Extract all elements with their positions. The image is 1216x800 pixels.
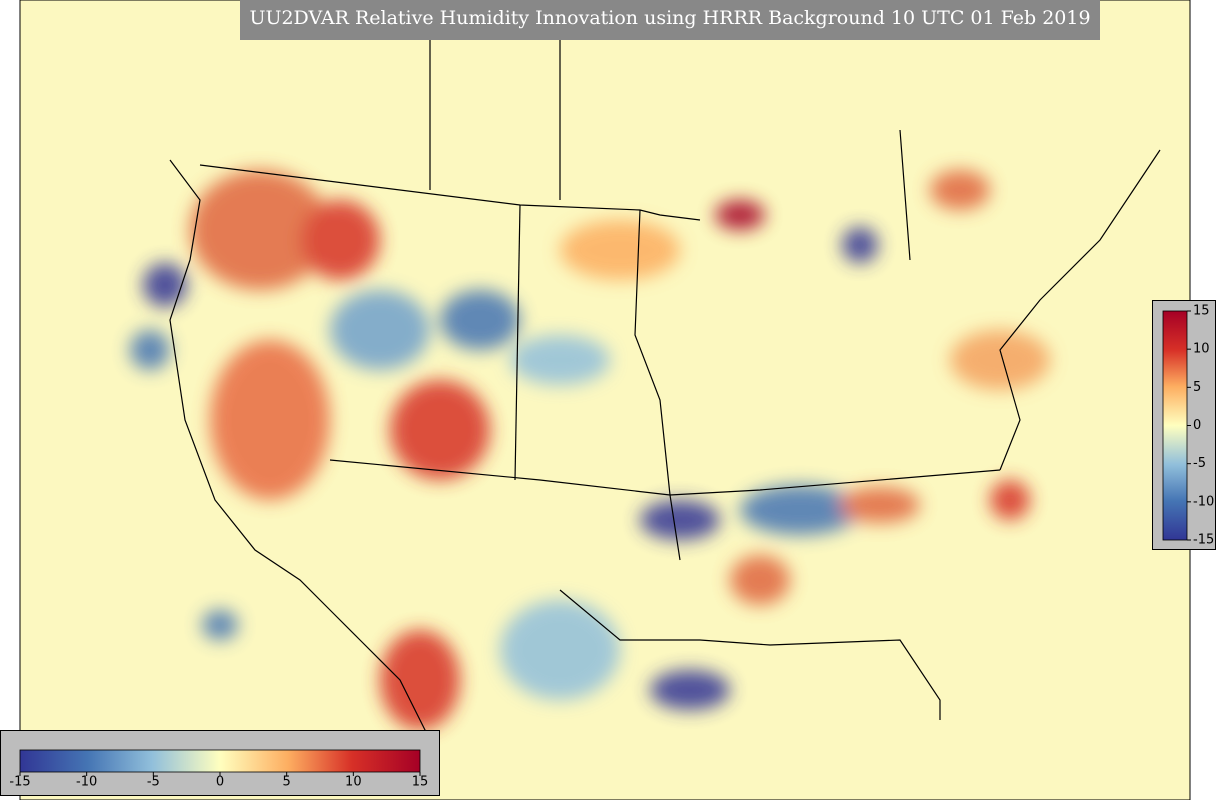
tick-label: -10 [76,775,97,790]
tick-label: -15 [9,775,30,790]
tick-label: 10 [1193,342,1210,357]
tick-label: 0 [216,775,224,790]
tick-label: 10 [345,775,362,790]
tick-label: 15 [1193,304,1210,319]
tick-label: -5 [1193,456,1206,471]
tick-label: -15 [1193,533,1214,548]
tick-label: 0 [1193,418,1201,433]
tick-label: 5 [283,775,291,790]
bottom-colorbar [0,730,440,796]
right-colorbar [1152,300,1216,550]
title-box [240,0,1100,40]
tick-label: 5 [1193,380,1201,395]
tick-label: -10 [1193,494,1214,509]
tick-label: 15 [412,775,429,790]
tick-label: -5 [147,775,160,790]
map-title: UU2DVAR Relative Humidity Innovation usi… [249,7,1090,29]
map [19,0,1191,800]
